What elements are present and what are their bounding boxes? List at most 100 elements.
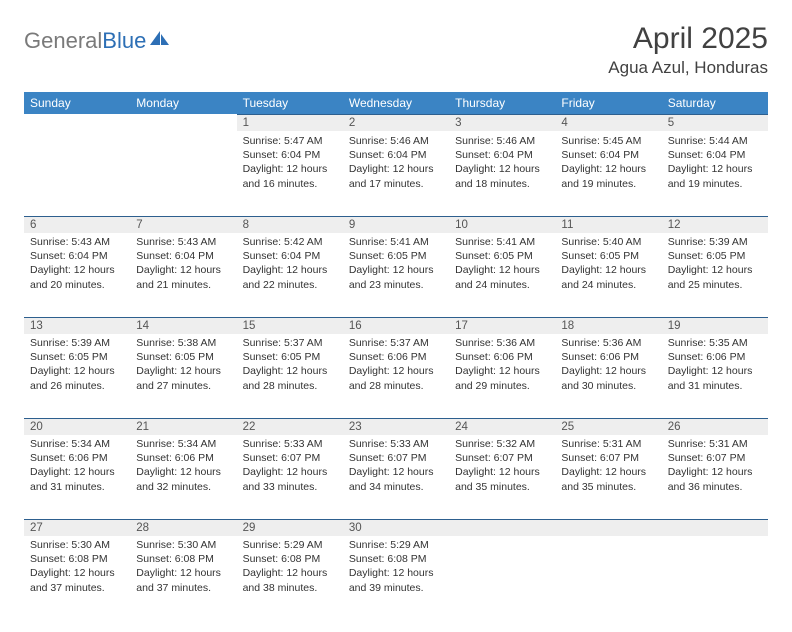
daylight-text: Daylight: 12 hours and 28 minutes. xyxy=(349,364,443,392)
day-number: 9 xyxy=(343,216,449,233)
calendar-cell-head: 13 xyxy=(24,317,130,334)
day-cell: Sunrise: 5:39 AMSunset: 6:05 PMDaylight:… xyxy=(24,334,130,399)
calendar-cell-head: 29 xyxy=(237,519,343,536)
calendar-header-row: SundayMondayTuesdayWednesdayThursdayFrid… xyxy=(24,92,768,114)
day-number: 12 xyxy=(662,216,768,233)
day-cell: Sunrise: 5:29 AMSunset: 6:08 PMDaylight:… xyxy=(343,536,449,601)
calendar-cell-head: 12 xyxy=(662,216,768,233)
location: Agua Azul, Honduras xyxy=(608,58,768,78)
sunrise-text: Sunrise: 5:41 AM xyxy=(349,235,443,249)
calendar-cell-body xyxy=(555,536,661,620)
day-cell: Sunrise: 5:47 AMSunset: 6:04 PMDaylight:… xyxy=(237,132,343,197)
empty-cell xyxy=(662,519,768,536)
day-number: 8 xyxy=(237,216,343,233)
sunset-text: Sunset: 6:08 PM xyxy=(243,552,337,566)
sunrise-text: Sunrise: 5:29 AM xyxy=(243,538,337,552)
sunset-text: Sunset: 6:06 PM xyxy=(30,451,124,465)
day-cell: Sunrise: 5:44 AMSunset: 6:04 PMDaylight:… xyxy=(662,132,768,197)
daylight-text: Daylight: 12 hours and 23 minutes. xyxy=(349,263,443,291)
daylight-text: Daylight: 12 hours and 22 minutes. xyxy=(243,263,337,291)
calendar-cell-body: Sunrise: 5:34 AMSunset: 6:06 PMDaylight:… xyxy=(24,435,130,519)
page-title: April 2025 xyxy=(608,22,768,56)
sunset-text: Sunset: 6:04 PM xyxy=(455,148,549,162)
day-cell: Sunrise: 5:37 AMSunset: 6:06 PMDaylight:… xyxy=(343,334,449,399)
daylight-text: Daylight: 12 hours and 24 minutes. xyxy=(455,263,549,291)
day-number: 17 xyxy=(449,317,555,334)
weekday-header: Tuesday xyxy=(237,92,343,114)
sunrise-text: Sunrise: 5:29 AM xyxy=(349,538,443,552)
calendar-cell-body: Sunrise: 5:46 AMSunset: 6:04 PMDaylight:… xyxy=(343,132,449,216)
calendar-cell-head xyxy=(449,519,555,536)
day-cell: Sunrise: 5:36 AMSunset: 6:06 PMDaylight:… xyxy=(555,334,661,399)
day-cell: Sunrise: 5:41 AMSunset: 6:05 PMDaylight:… xyxy=(449,233,555,298)
sunrise-text: Sunrise: 5:31 AM xyxy=(668,437,762,451)
daylight-text: Daylight: 12 hours and 19 minutes. xyxy=(668,162,762,190)
daylight-text: Daylight: 12 hours and 39 minutes. xyxy=(349,566,443,594)
calendar-cell-body: Sunrise: 5:47 AMSunset: 6:04 PMDaylight:… xyxy=(237,132,343,216)
day-number: 29 xyxy=(237,519,343,536)
day-number: 25 xyxy=(555,418,661,435)
sunrise-text: Sunrise: 5:38 AM xyxy=(136,336,230,350)
day-cell: Sunrise: 5:31 AMSunset: 6:07 PMDaylight:… xyxy=(662,435,768,500)
calendar-cell-head: 28 xyxy=(130,519,236,536)
calendar-cell-body: Sunrise: 5:33 AMSunset: 6:07 PMDaylight:… xyxy=(343,435,449,519)
day-number: 21 xyxy=(130,418,236,435)
sunset-text: Sunset: 6:07 PM xyxy=(243,451,337,465)
sunset-text: Sunset: 6:06 PM xyxy=(455,350,549,364)
calendar-cell-body: Sunrise: 5:39 AMSunset: 6:05 PMDaylight:… xyxy=(24,334,130,418)
daylight-text: Daylight: 12 hours and 26 minutes. xyxy=(30,364,124,392)
day-number: 4 xyxy=(555,114,661,131)
weekday-header: Monday xyxy=(130,92,236,114)
sunrise-text: Sunrise: 5:41 AM xyxy=(455,235,549,249)
calendar-cell-body: Sunrise: 5:40 AMSunset: 6:05 PMDaylight:… xyxy=(555,233,661,317)
calendar-cell-head: 30 xyxy=(343,519,449,536)
sunset-text: Sunset: 6:06 PM xyxy=(668,350,762,364)
calendar-cell-head xyxy=(130,114,236,132)
sunrise-text: Sunrise: 5:40 AM xyxy=(561,235,655,249)
calendar-cell-body: Sunrise: 5:33 AMSunset: 6:07 PMDaylight:… xyxy=(237,435,343,519)
day-number: 22 xyxy=(237,418,343,435)
daylight-text: Daylight: 12 hours and 37 minutes. xyxy=(136,566,230,594)
sunrise-text: Sunrise: 5:45 AM xyxy=(561,134,655,148)
sunrise-text: Sunrise: 5:33 AM xyxy=(349,437,443,451)
calendar-cell-body: Sunrise: 5:43 AMSunset: 6:04 PMDaylight:… xyxy=(130,233,236,317)
sunset-text: Sunset: 6:06 PM xyxy=(136,451,230,465)
day-number: 30 xyxy=(343,519,449,536)
daylight-text: Daylight: 12 hours and 24 minutes. xyxy=(561,263,655,291)
day-cell: Sunrise: 5:45 AMSunset: 6:04 PMDaylight:… xyxy=(555,132,661,197)
sunset-text: Sunset: 6:07 PM xyxy=(455,451,549,465)
day-cell: Sunrise: 5:30 AMSunset: 6:08 PMDaylight:… xyxy=(130,536,236,601)
calendar-cell-head: 21 xyxy=(130,418,236,435)
calendar-cell-head: 15 xyxy=(237,317,343,334)
sunrise-text: Sunrise: 5:33 AM xyxy=(243,437,337,451)
daylight-text: Daylight: 12 hours and 21 minutes. xyxy=(136,263,230,291)
calendar-cell-body xyxy=(24,132,130,216)
calendar-cell-body: Sunrise: 5:31 AMSunset: 6:07 PMDaylight:… xyxy=(555,435,661,519)
day-cell: Sunrise: 5:43 AMSunset: 6:04 PMDaylight:… xyxy=(130,233,236,298)
sunrise-text: Sunrise: 5:43 AM xyxy=(136,235,230,249)
day-number: 10 xyxy=(449,216,555,233)
brand-logo: GeneralBlue xyxy=(24,22,171,54)
daylight-text: Daylight: 12 hours and 35 minutes. xyxy=(561,465,655,493)
calendar-cell-head: 7 xyxy=(130,216,236,233)
day-cell: Sunrise: 5:41 AMSunset: 6:05 PMDaylight:… xyxy=(343,233,449,298)
calendar-cell-body: Sunrise: 5:29 AMSunset: 6:08 PMDaylight:… xyxy=(237,536,343,620)
sunrise-text: Sunrise: 5:37 AM xyxy=(349,336,443,350)
sunset-text: Sunset: 6:04 PM xyxy=(668,148,762,162)
sunset-text: Sunset: 6:04 PM xyxy=(243,249,337,263)
day-number: 18 xyxy=(555,317,661,334)
day-number: 26 xyxy=(662,418,768,435)
page: GeneralBlue April 2025 Agua Azul, Hondur… xyxy=(0,0,792,632)
weekday-header: Wednesday xyxy=(343,92,449,114)
day-cell: Sunrise: 5:46 AMSunset: 6:04 PMDaylight:… xyxy=(449,132,555,197)
day-number: 11 xyxy=(555,216,661,233)
calendar-cell-head: 5 xyxy=(662,114,768,132)
brand-word-2: Blue xyxy=(102,28,146,53)
day-cell: Sunrise: 5:31 AMSunset: 6:07 PMDaylight:… xyxy=(555,435,661,500)
sunset-text: Sunset: 6:06 PM xyxy=(561,350,655,364)
daylight-text: Daylight: 12 hours and 35 minutes. xyxy=(455,465,549,493)
weekday-header: Thursday xyxy=(449,92,555,114)
day-number: 19 xyxy=(662,317,768,334)
day-number: 14 xyxy=(130,317,236,334)
sunset-text: Sunset: 6:05 PM xyxy=(349,249,443,263)
